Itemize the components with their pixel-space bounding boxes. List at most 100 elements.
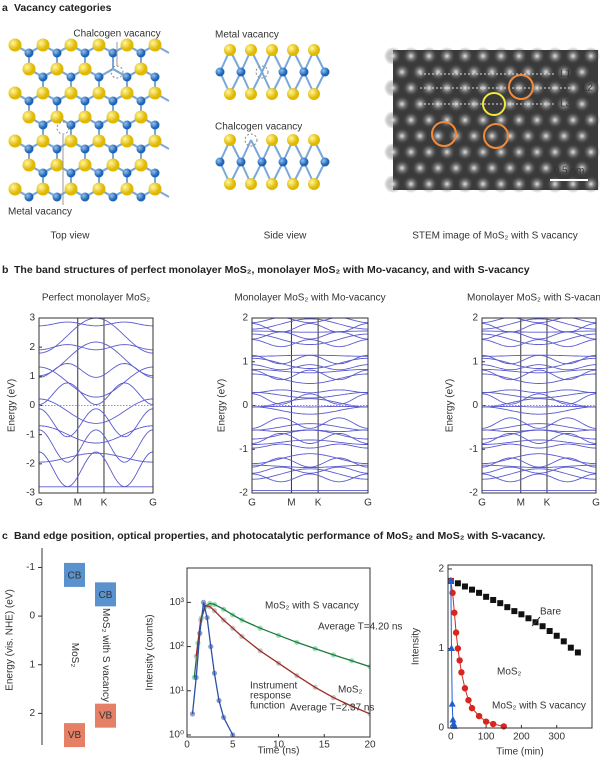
atom-column <box>438 175 456 193</box>
lifetime-label: Average T=2.37 ns <box>290 703 374 714</box>
atom-column <box>510 111 528 129</box>
atom-column <box>546 143 564 161</box>
sulfur-atom <box>50 110 64 124</box>
series-label: response <box>250 691 292 702</box>
metal-atom <box>136 144 146 154</box>
atom-column <box>501 127 519 145</box>
x-tick-label: 15 <box>319 740 331 751</box>
band-line <box>482 354 596 365</box>
sulfur-atom <box>120 134 134 148</box>
band-line <box>482 439 596 445</box>
sulfur-atom <box>287 178 299 190</box>
atom-column <box>573 159 591 177</box>
metal-atom <box>136 48 146 58</box>
band-line <box>482 468 596 480</box>
band-line <box>252 330 368 333</box>
series-label: MoS₂ <box>338 685 363 696</box>
band-line <box>39 341 153 377</box>
y-tick-label: -2 <box>239 488 248 499</box>
atom-column <box>429 63 447 81</box>
band-line <box>252 333 368 346</box>
band-line <box>252 466 368 474</box>
sulfur-atom <box>36 86 50 100</box>
conduction-band <box>64 562 85 587</box>
atom-column <box>564 175 582 193</box>
metal-atom <box>66 168 76 178</box>
data-point <box>518 611 525 618</box>
sulfur-atom <box>22 110 36 124</box>
band-line <box>252 429 368 433</box>
band-line <box>482 389 596 394</box>
atom-column <box>402 47 420 65</box>
chart-title: Perfect monolayer MoS₂ <box>42 293 150 304</box>
label: Metal vacancy <box>215 30 279 41</box>
scale-label: 0.5 nm <box>554 166 585 177</box>
band-line <box>39 451 153 488</box>
atom-column <box>555 63 573 81</box>
fit-line <box>195 604 370 715</box>
atom-column <box>384 111 402 129</box>
data-point <box>454 645 462 652</box>
y-tick-label: -2 <box>469 488 478 499</box>
x-tick-label: G <box>592 498 600 509</box>
y-tick-label: 10¹ <box>170 685 185 696</box>
x-tick-label: 0 <box>448 732 454 743</box>
atom-column <box>474 111 492 129</box>
lifetime-label: Average T=4.20 ns <box>318 622 402 633</box>
band-line <box>252 417 368 429</box>
metal-atom <box>215 67 225 77</box>
atom-column <box>429 159 447 177</box>
x-tick-label: 20 <box>364 740 376 751</box>
band-line <box>39 429 153 463</box>
atom-column <box>510 47 528 65</box>
data-point <box>469 586 475 593</box>
metal-atom <box>80 192 90 202</box>
sulfur-atom <box>36 182 50 196</box>
plot-frame <box>251 317 369 494</box>
metal-atom <box>257 157 267 167</box>
caption: STEM image of MoS₂ with S vacancy <box>412 231 578 242</box>
atom-column <box>447 159 465 177</box>
sulfur-atom <box>287 88 299 100</box>
metal-atom <box>236 157 246 167</box>
chart-title: Monolayer MoS₂ with Mo-vacancy <box>234 293 385 304</box>
atom-column <box>393 95 411 113</box>
band-line <box>482 453 596 465</box>
site-marker <box>508 74 534 100</box>
panel-label: c <box>2 530 8 542</box>
series-label: Bare <box>540 607 562 618</box>
conduction-band <box>95 582 116 607</box>
band-line <box>252 373 368 384</box>
y-tick-label: -1 <box>26 429 35 440</box>
band-line <box>482 406 596 415</box>
y-tick-label: 2 <box>29 708 35 719</box>
sulfur-atom <box>224 134 236 146</box>
band-line <box>39 344 153 351</box>
band-line <box>482 331 596 340</box>
side-view-lattice <box>215 44 330 190</box>
metal-atom <box>236 67 246 77</box>
metal-atom <box>150 120 160 130</box>
panel-title: Band edge position, optical properties, … <box>14 530 545 542</box>
caption: Top view <box>51 231 91 242</box>
sulfur-atom <box>308 134 320 146</box>
atom-column <box>402 143 420 161</box>
sulfur-atom <box>120 182 134 196</box>
atom-column <box>564 143 582 161</box>
atom-column <box>483 63 501 81</box>
atom-column <box>564 47 582 65</box>
fit-line <box>191 602 234 736</box>
metal-atom <box>320 157 330 167</box>
atom-column <box>537 159 555 177</box>
sulfur-atom <box>224 44 236 56</box>
sulfur-atom <box>8 38 22 52</box>
series-label: MoS₂ with S vacancy <box>492 701 586 712</box>
atom-column <box>492 143 510 161</box>
atom-column <box>474 79 492 97</box>
sulfur-atom <box>92 134 106 148</box>
atom-column <box>519 159 537 177</box>
plot-frame <box>481 317 597 494</box>
band-line <box>252 389 368 394</box>
atom-column <box>510 175 528 193</box>
sulfur-atom <box>22 158 36 172</box>
